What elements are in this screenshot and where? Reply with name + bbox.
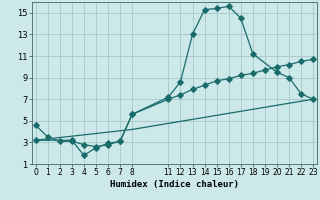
X-axis label: Humidex (Indice chaleur): Humidex (Indice chaleur) <box>110 180 239 189</box>
